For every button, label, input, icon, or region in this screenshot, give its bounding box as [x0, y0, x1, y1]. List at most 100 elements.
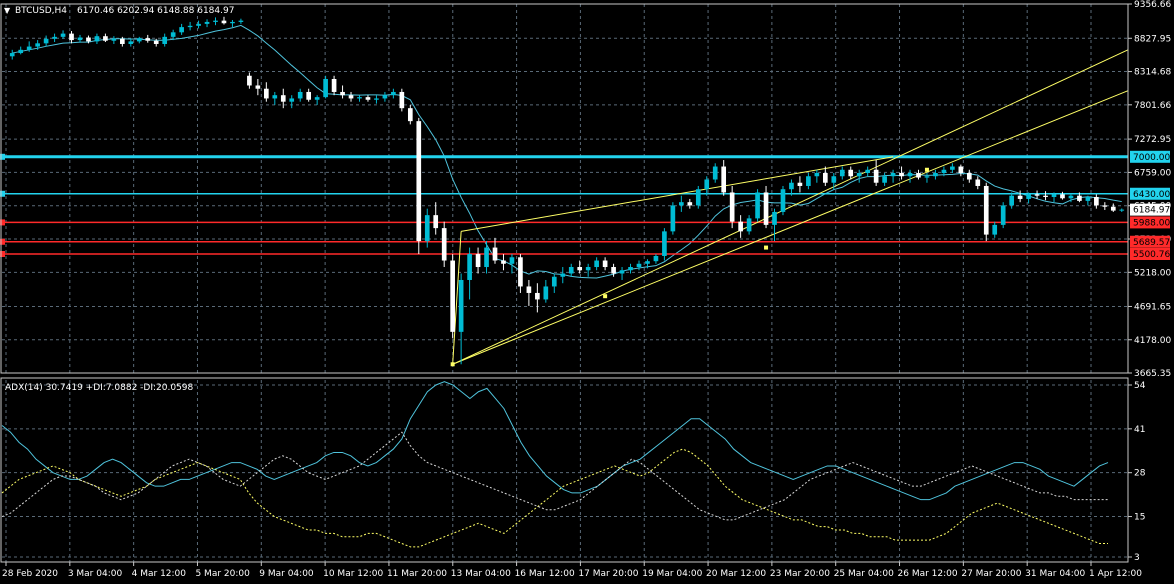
- price-tick-label: 3665.35: [1134, 369, 1171, 379]
- adx-lines: [1, 381, 1109, 548]
- price-tick-label: 4691.65: [1134, 302, 1171, 312]
- time-tick-label: 28 Feb 2020: [2, 569, 58, 579]
- candle-body: [526, 286, 532, 293]
- candle-body: [314, 97, 320, 100]
- candle-body: [619, 270, 625, 274]
- candle-body: [145, 38, 151, 41]
- price-tick-label: 5218.00: [1134, 268, 1171, 278]
- candle-body: [475, 254, 481, 268]
- candle-body: [162, 36, 168, 44]
- candle-body: [1094, 196, 1099, 206]
- candle-body: [645, 261, 650, 264]
- candle-body: [289, 98, 295, 102]
- adx-series-di: [1, 431, 1108, 521]
- candle-body: [382, 95, 388, 99]
- candle-body: [551, 276, 557, 287]
- candle-body: [924, 176, 930, 178]
- candle-body: [568, 267, 574, 274]
- candle-body: [111, 38, 117, 41]
- current-price-text: 6184.97: [1133, 206, 1170, 216]
- candle-body: [679, 202, 684, 206]
- candle-body: [1026, 194, 1031, 199]
- candle-body: [484, 247, 489, 268]
- candle-body: [535, 292, 540, 300]
- symbol-dropdown-icon[interactable]: ▼: [4, 6, 11, 15]
- price-level-marker: [0, 250, 5, 257]
- candle-body: [509, 257, 515, 264]
- trend-anchor-point: [450, 362, 455, 367]
- candle-body: [797, 182, 803, 186]
- time-tick-label: 1 Apr 12:00: [1089, 569, 1142, 579]
- candle-body: [1102, 205, 1108, 207]
- adx-tick-label: 54: [1134, 381, 1146, 391]
- candle-body: [704, 179, 710, 190]
- candle-body: [687, 202, 693, 206]
- candle-body: [52, 36, 57, 39]
- price-level-tag: [1130, 235, 1170, 248]
- price-level-tag-text: 5689.57: [1133, 238, 1170, 248]
- candle-body: [662, 231, 667, 256]
- price-level-tag-text: 5988.00: [1133, 218, 1170, 228]
- candle-body: [848, 169, 854, 177]
- price-tick-label: 8827.95: [1134, 34, 1171, 44]
- trend-anchor-point: [603, 294, 608, 299]
- time-tick-label: 31 Mar 04:00: [1025, 569, 1085, 579]
- time-tick-label: 9 Mar 04:00: [259, 569, 314, 579]
- candle-body: [213, 20, 218, 22]
- symbol-label: BTCUSD,H4: [15, 6, 67, 16]
- price-level-tag: [1130, 150, 1170, 163]
- candle-body: [992, 224, 998, 235]
- adx-tick-label: 41: [1134, 425, 1145, 435]
- candle-body: [247, 75, 252, 86]
- candle-body: [1060, 194, 1065, 199]
- trend-channel: [450, 49, 1129, 367]
- price-level-tag: [1130, 247, 1170, 260]
- candle-body: [695, 189, 701, 206]
- candle-body: [1110, 206, 1116, 211]
- time-tick-label: 16 Mar 12:00: [515, 569, 575, 579]
- ohlc-readout: 6170.46 6202.94 6148.88 6184.97: [77, 6, 234, 16]
- candle-body: [975, 179, 981, 186]
- price-levels: [0, 153, 1128, 257]
- indicator-label: ADX(14) 30.7419 +DI:7.0882 -DI:20.0598: [5, 383, 194, 393]
- price-tick-label: 8314.68: [1134, 68, 1171, 78]
- candle-body: [103, 36, 108, 41]
- candle-body: [179, 27, 184, 33]
- candle-body: [340, 91, 345, 96]
- candle-body: [399, 91, 405, 109]
- candle-body: [323, 78, 328, 98]
- candle-body: [416, 121, 422, 242]
- candle-body: [738, 221, 743, 232]
- price-tick-label: 7801.66: [1134, 101, 1171, 111]
- candle-body: [806, 176, 811, 186]
- candle-body: [128, 41, 134, 44]
- time-tick-label: 11 Mar 20:00: [387, 569, 447, 579]
- candle-body: [865, 169, 871, 174]
- candle-body: [1034, 194, 1040, 196]
- candle-body: [763, 192, 769, 225]
- price-tick-label: 7272.95: [1134, 135, 1171, 145]
- candle-body: [238, 20, 244, 22]
- candle-body: [221, 20, 227, 24]
- candle-body: [755, 192, 760, 219]
- candle-body: [1077, 195, 1082, 201]
- candle-body: [933, 173, 938, 177]
- adx-series-adx: [1, 381, 1109, 501]
- candle-body: [882, 176, 887, 183]
- main-pane-border: [0, 3, 1129, 374]
- candle-body: [814, 173, 820, 177]
- candlesticks: [9, 16, 1125, 365]
- time-tick-label: 3 Mar 04:00: [68, 569, 123, 579]
- candle-body: [636, 263, 642, 268]
- candle-body: [230, 21, 235, 24]
- time-tick-label: 27 Mar 20:00: [961, 569, 1021, 579]
- candle-body: [86, 37, 91, 42]
- adx-series-di: [1, 448, 1108, 548]
- candle-body: [94, 36, 100, 42]
- time-tick-label: 25 Mar 04:00: [834, 569, 894, 579]
- candle-body: [120, 38, 125, 44]
- trend-line: [452, 231, 462, 365]
- candle-body: [272, 95, 278, 99]
- indicator-pane-border: [0, 377, 1129, 563]
